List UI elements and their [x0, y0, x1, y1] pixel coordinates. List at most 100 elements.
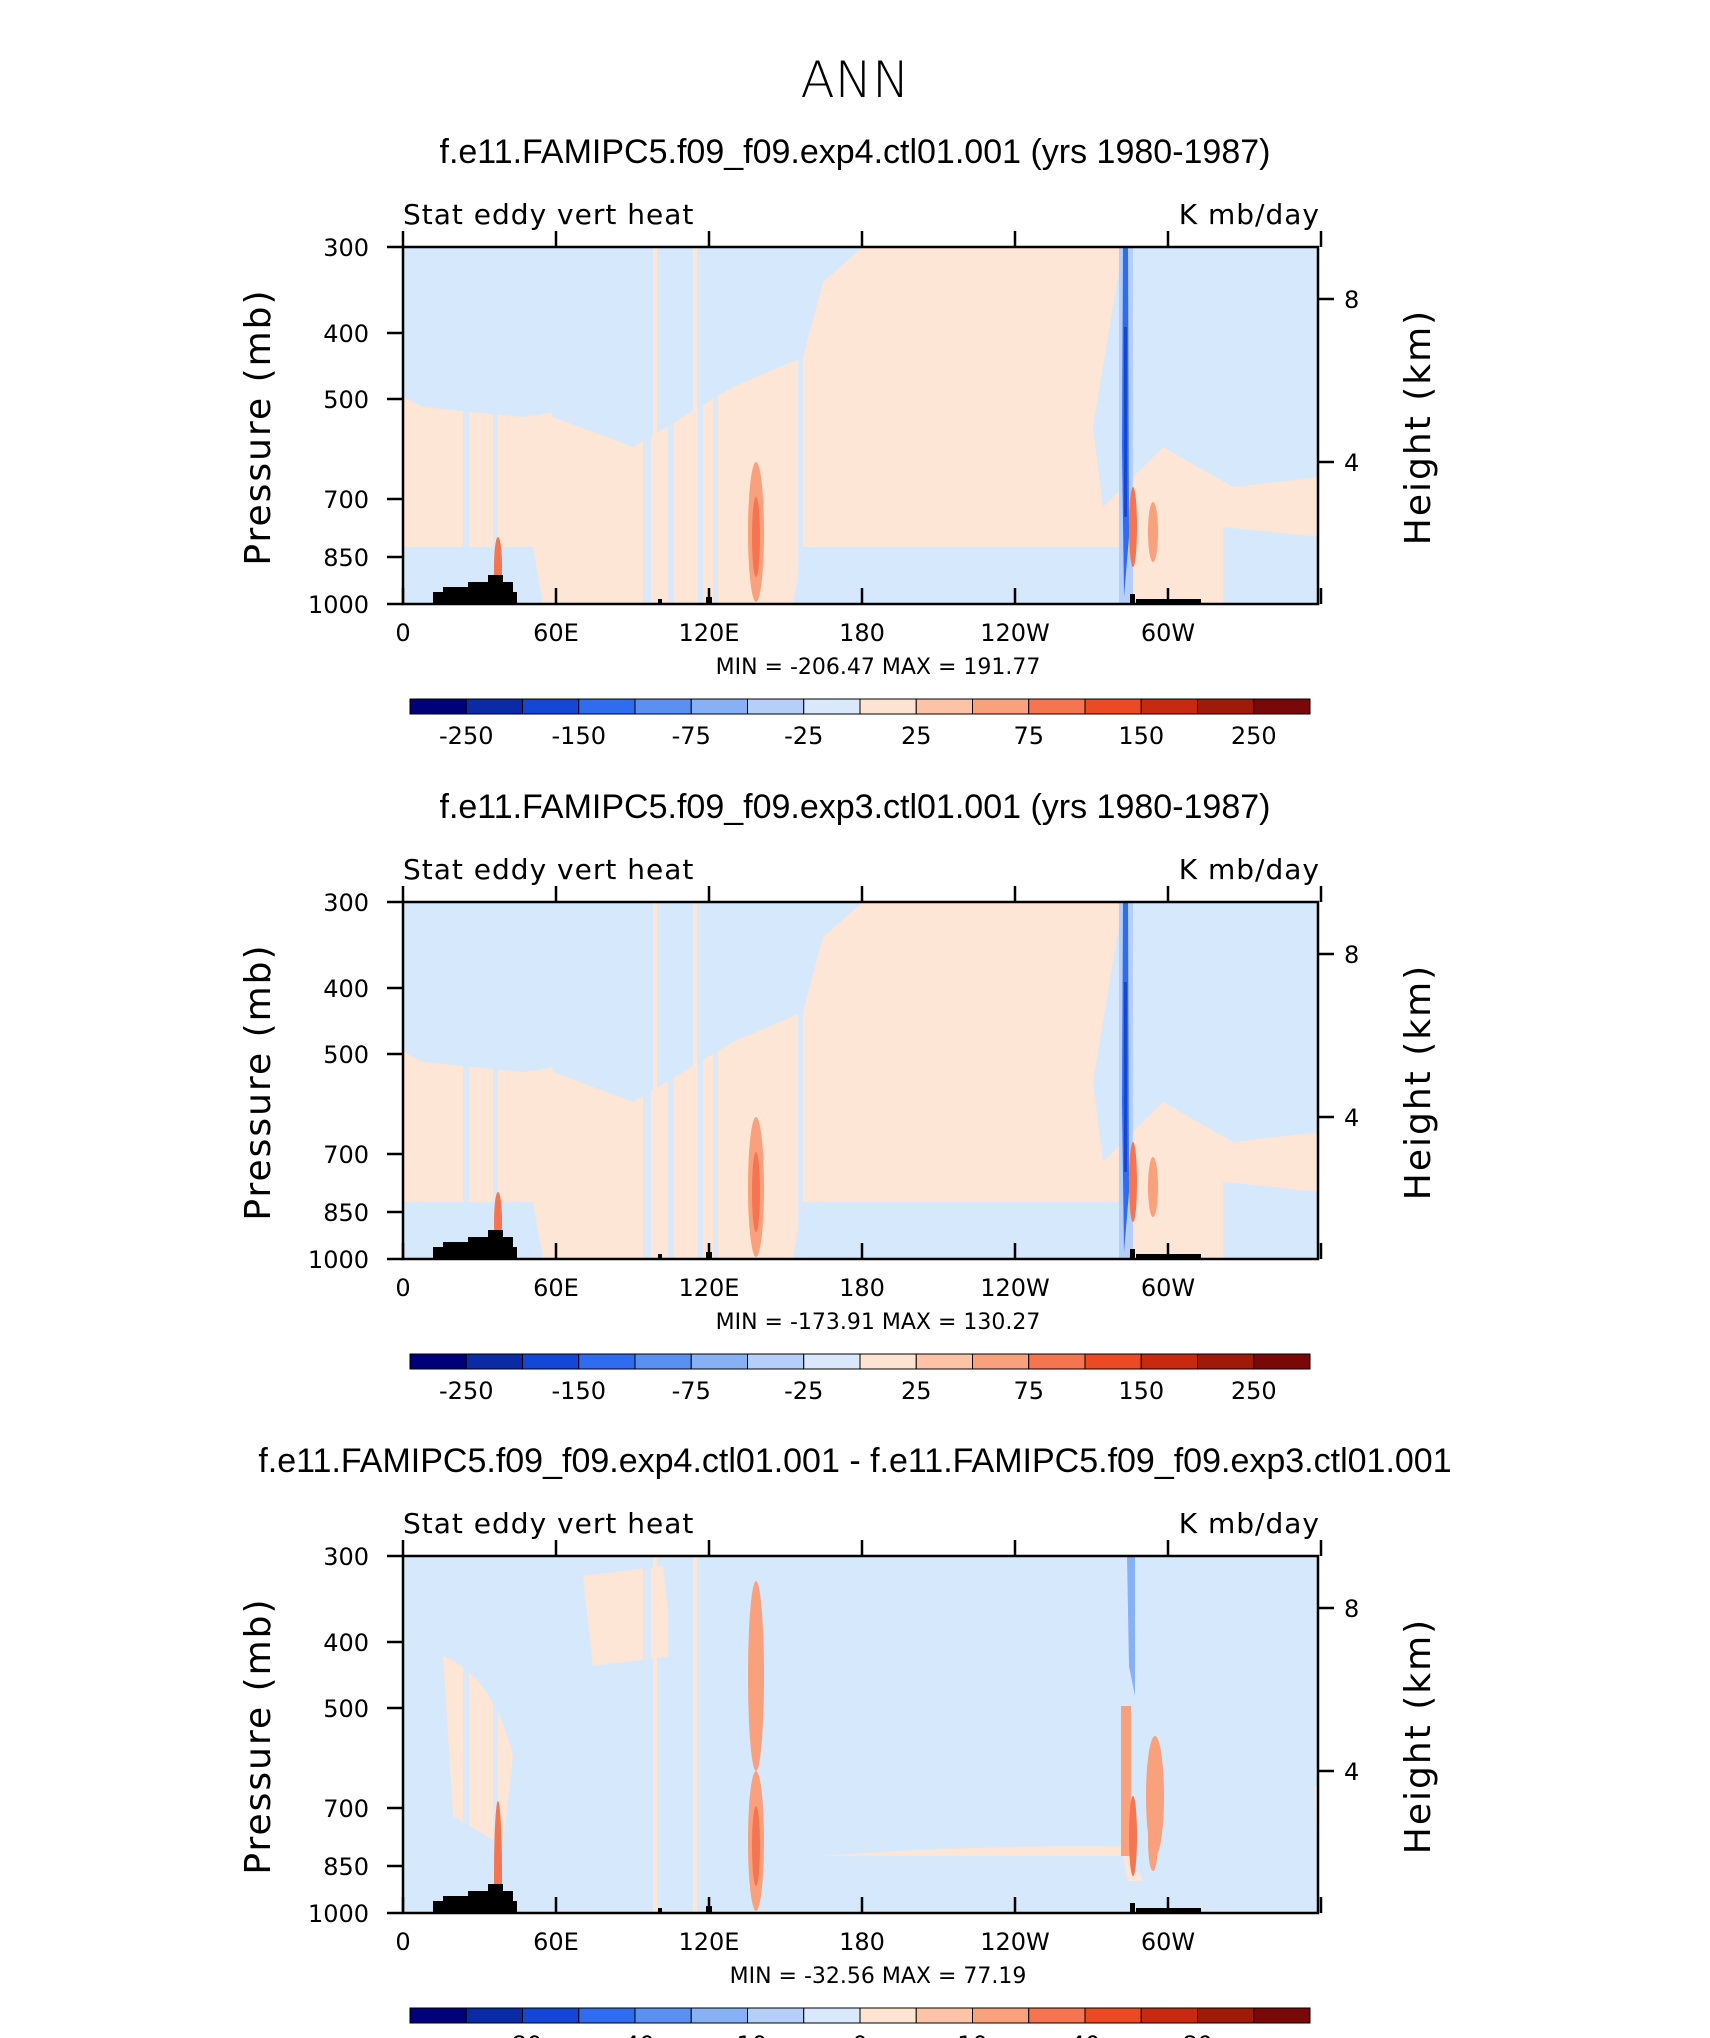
colorbar-box [690, 1353, 748, 1370]
colorbar-box [578, 698, 636, 715]
y-tick-label: 850 [323, 1199, 369, 1227]
colorbar-label: 150 [1118, 722, 1164, 750]
x-tick-label: 180 [839, 1928, 885, 1956]
colorbar-label: 80 [1182, 2031, 1213, 2038]
colorbar-box [1253, 2007, 1311, 2024]
contour-field [403, 1556, 1318, 1913]
colorbar-box [1028, 698, 1086, 715]
figure-title: ANN [800, 51, 909, 109]
colorbar-box [747, 1353, 805, 1370]
negative-region [793, 547, 1133, 604]
x-tick-label: 60W [1141, 619, 1195, 647]
terrain [468, 1237, 488, 1259]
y-tick-label: 700 [323, 486, 369, 514]
colorbar-box [409, 698, 467, 715]
min-max-stats: MIN = -173.91 MAX = 130.27 [716, 1310, 1041, 1335]
colorbar-box [634, 698, 692, 715]
warm-core [1148, 1157, 1158, 1217]
colorbar-box [1253, 1353, 1311, 1370]
y-tick-right-label: 8 [1344, 941, 1359, 969]
terrain [511, 1901, 517, 1913]
y-tick-right-label: 4 [1344, 1758, 1359, 1786]
warm-core [1129, 1142, 1137, 1222]
x-tick-label: 120W [980, 619, 1050, 647]
colorbar-box [972, 698, 1030, 715]
colorbar-box [915, 1353, 973, 1370]
streak [698, 902, 703, 1259]
colorbar-box [578, 2007, 636, 2024]
y-tick-label: 700 [323, 1795, 369, 1823]
colorbar-box [1028, 2007, 1086, 2024]
subtitle-right: K mb/day [1179, 853, 1320, 886]
warm-core [752, 1806, 760, 1886]
y-tick-label: 500 [323, 1041, 369, 1069]
colorbar-label: -25 [784, 722, 823, 750]
panel-title: f.e11.FAMIPC5.f09_f09.exp4.ctl01.001 - f… [258, 1442, 1451, 1480]
negative-region [1223, 1836, 1318, 1913]
x-tick-label: 0 [395, 619, 410, 647]
negative-region [1223, 527, 1318, 604]
panel-3: f.e11.FAMIPC5.f09_f09.exp4.ctl01.001 - f… [238, 1442, 1452, 2038]
colorbar-box [915, 698, 973, 715]
y-tick-label: 850 [323, 544, 369, 572]
x-tick-label: 120W [980, 1274, 1050, 1302]
min-max-stats: MIN = -206.47 MAX = 191.77 [716, 655, 1041, 680]
warm-core [752, 1152, 760, 1232]
x-tick-label: 0 [395, 1928, 410, 1956]
colorbar-box [972, 2007, 1030, 2024]
colorbar-box [465, 1353, 523, 1370]
colorbar-box [915, 2007, 973, 2024]
contour-field [403, 902, 1318, 1259]
x-tick-label: 120E [679, 1274, 740, 1302]
colorbar-label: 40 [1070, 2031, 1101, 2038]
colorbar-box [1028, 1353, 1086, 1370]
colorbar-box [634, 1353, 692, 1370]
warm-core [752, 497, 760, 577]
x-tick-label: 60E [533, 619, 579, 647]
terrain [443, 1242, 468, 1259]
x-tick-label: 60E [533, 1274, 579, 1302]
x-tick-label: 180 [839, 1274, 885, 1302]
colorbar-box [578, 1353, 636, 1370]
colorbar-box [859, 1353, 917, 1370]
colorbar-box [1140, 698, 1198, 715]
panel-title: f.e11.FAMIPC5.f09_f09.exp4.ctl01.001 (yr… [440, 133, 1271, 171]
colorbar-label: -150 [552, 1377, 606, 1405]
colorbar-box [409, 2007, 467, 2024]
streak [698, 247, 703, 604]
y-axis-label-right: Height (km) [1398, 1618, 1439, 1854]
streak [463, 1556, 469, 1913]
streak [493, 247, 498, 604]
streak [713, 902, 718, 1259]
streak [493, 1556, 498, 1913]
y-tick-label: 400 [323, 1629, 369, 1657]
colorbar-box [690, 2007, 748, 2024]
x-tick-label: 120W [980, 1928, 1050, 1956]
y-tick-right-label: 8 [1344, 286, 1359, 314]
y-axis-label: Pressure (mb) [238, 943, 279, 1220]
streak [463, 902, 469, 1259]
colorbar-box [859, 698, 917, 715]
streak [643, 1556, 651, 1913]
colorbar-box [690, 698, 748, 715]
contour-field [403, 247, 1318, 604]
streak [643, 247, 651, 604]
warm-core [1129, 1796, 1137, 1876]
colorbar-label: -75 [672, 722, 711, 750]
terrain [511, 1247, 517, 1259]
x-tick-label: 180 [839, 619, 885, 647]
colorbar-label: -75 [672, 1377, 711, 1405]
terrain [658, 599, 662, 604]
min-max-stats: MIN = -32.56 MAX = 77.19 [730, 1964, 1027, 1989]
colorbar-label: -10 [728, 2031, 767, 2038]
negative-region [1093, 247, 1318, 507]
terrain [1130, 594, 1135, 604]
colorbar-box [972, 1353, 1030, 1370]
colorbar-box [1084, 1353, 1142, 1370]
colorbar-box [803, 1353, 861, 1370]
streak [713, 247, 718, 604]
negative-region [1223, 1182, 1318, 1259]
negative-region [793, 1202, 1133, 1259]
y-tick-right-label: 4 [1344, 1104, 1359, 1132]
subtitle-left: Stat eddy vert heat [403, 853, 694, 886]
